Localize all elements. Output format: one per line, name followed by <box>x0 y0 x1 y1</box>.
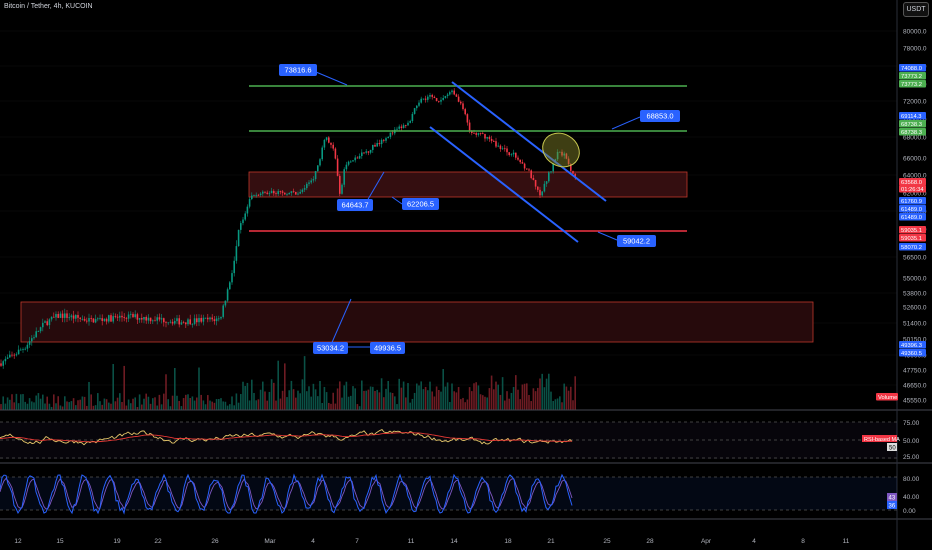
time-axis[interactable]: 12 15 19 22 26 Mar 4 7 11 14 18 21 25 28 Apr 4 8 11 <box>14 538 849 545</box>
price-badge: 61760.9 <box>901 199 922 205</box>
candlesticks <box>0 88 576 369</box>
time-label: Apr <box>701 538 712 545</box>
time-label: 11 <box>408 538 415 545</box>
volume-bars <box>0 356 576 410</box>
price-badge: 59035.1 <box>901 236 922 242</box>
upper-zone <box>248 171 688 198</box>
pane-axes: 75.00 50.00 25.00 RSI-based MA 50 80.00 … <box>862 420 920 515</box>
price-badge: 61489.0 <box>901 215 922 221</box>
time-label: 14 <box>450 538 458 545</box>
time-label: 4 <box>752 538 756 545</box>
price-tick: 55000.0 <box>903 276 927 283</box>
svg-text:59042.2: 59042.2 <box>623 237 650 246</box>
time-label: 11 <box>843 538 850 545</box>
rsi-ma-badge: RSI-based MA <box>864 437 900 443</box>
svg-text:49936.5: 49936.5 <box>374 344 401 353</box>
chart-title: Bitcoin / Tether, 4h, KUCOIN <box>4 3 93 10</box>
currency-button[interactable]: USDT <box>903 2 929 17</box>
price-zones <box>20 171 814 343</box>
time-label: 26 <box>211 538 219 545</box>
stoch-tick-80: 80.00 <box>903 476 920 483</box>
annotation-labels[interactable]: 73816.6 68853.0 64643.7 62206.5 59042.2 53034… <box>279 64 680 354</box>
price-tick: 56500.0 <box>903 255 927 262</box>
price-badge: 58070.2 <box>901 245 922 251</box>
time-label: 28 <box>646 538 654 545</box>
svg-text:64643.7: 64643.7 <box>341 201 368 210</box>
price-tick: 53800.0 <box>903 291 927 298</box>
price-tick: 72000.0 <box>903 99 927 106</box>
price-badge: 68738.3 <box>901 122 922 128</box>
time-label: 18 <box>504 538 512 545</box>
stoch-badge-b: 36 <box>889 504 896 510</box>
time-label: 19 <box>113 538 121 545</box>
price-badge: 73773.2 <box>901 74 922 80</box>
time-label: 15 <box>56 538 64 545</box>
svg-text:62206.5: 62206.5 <box>407 200 434 209</box>
price-badge: 73773.2 <box>901 82 922 88</box>
channel-upper[interactable] <box>451 81 607 202</box>
time-label: 7 <box>355 538 359 545</box>
rsi-line <box>0 429 573 446</box>
price-tick: 47750.0 <box>903 368 927 375</box>
time-label: 8 <box>801 538 805 545</box>
stoch-tick-0: 0.00 <box>903 508 916 515</box>
price-tick: 45550.0 <box>903 398 927 405</box>
time-label: 22 <box>154 538 162 545</box>
time-label: 25 <box>603 538 611 545</box>
time-label: 12 <box>14 538 22 545</box>
stoch-rsi-pane[interactable] <box>0 473 897 515</box>
price-tick: 80000.0 <box>903 29 927 36</box>
price-badge: 74088.0 <box>901 66 922 72</box>
price-badge: 01:26:34 <box>901 187 924 193</box>
stoch-tick-40: 40.00 <box>903 494 920 501</box>
price-tick: 78000.0 <box>903 46 927 53</box>
price-tick: 68000.0 <box>903 135 927 142</box>
annotation-pointers <box>315 71 641 348</box>
price-tick: 64000.0 <box>903 173 927 180</box>
price-axis-badges: 74088.0 73773.2 73773.2 69114.3 68738.3 68738… <box>876 64 926 401</box>
annotation-label[interactable]: 59042.2 <box>617 235 656 247</box>
annotation-label[interactable]: 73816.6 <box>279 64 317 76</box>
price-tick: 66000.0 <box>903 156 927 163</box>
descending-channel[interactable] <box>429 81 607 243</box>
price-tick: 52600.0 <box>903 305 927 312</box>
price-badge: Volume <box>878 395 897 401</box>
price-badge: 61489.0 <box>901 207 922 213</box>
horizontal-levels[interactable] <box>249 85 687 232</box>
time-label: 21 <box>547 538 555 545</box>
stoch-badge-a: 43 <box>889 496 896 502</box>
annotation-label[interactable]: 53034.2 <box>313 342 348 354</box>
rsi-tick-75: 75.00 <box>903 420 920 427</box>
annotation-label[interactable]: 64643.7 <box>337 199 373 211</box>
price-tick: 62000.0 <box>903 191 927 198</box>
channel-lower[interactable] <box>429 126 579 243</box>
price-badge: 59035.1 <box>901 228 922 234</box>
price-tick: 51400.0 <box>903 321 927 328</box>
price-badge: 68738.3 <box>901 130 922 136</box>
price-badge: 63568.0 <box>901 180 922 186</box>
annotation-label[interactable]: 62206.5 <box>402 198 439 210</box>
rsi-value-badge: 50 <box>889 446 896 452</box>
price-tick: 50150.0 <box>903 337 927 344</box>
price-tick: 46650.0 <box>903 383 927 390</box>
highlight-ellipse[interactable] <box>537 127 586 174</box>
svg-text:68853.0: 68853.0 <box>646 112 673 121</box>
rsi-pane[interactable] <box>0 421 897 459</box>
rsi-tick-50: 50.00 <box>903 438 920 445</box>
annotation-label[interactable]: 49936.5 <box>370 342 405 354</box>
time-label: 4 <box>311 538 315 545</box>
price-badge: 69114.3 <box>901 114 922 120</box>
rsi-ma-line <box>0 432 572 443</box>
stoch-d-line <box>0 477 573 511</box>
price-badge: 49396.3 <box>901 343 922 349</box>
price-badge: 49360.5 <box>901 351 922 357</box>
time-label: Mar <box>264 538 276 545</box>
stoch-k-line <box>0 473 573 515</box>
svg-text:53034.2: 53034.2 <box>317 344 344 353</box>
svg-text:73816.6: 73816.6 <box>284 66 311 75</box>
rsi-tick-25: 25.00 <box>903 454 920 461</box>
annotation-label[interactable]: 68853.0 <box>640 110 680 122</box>
